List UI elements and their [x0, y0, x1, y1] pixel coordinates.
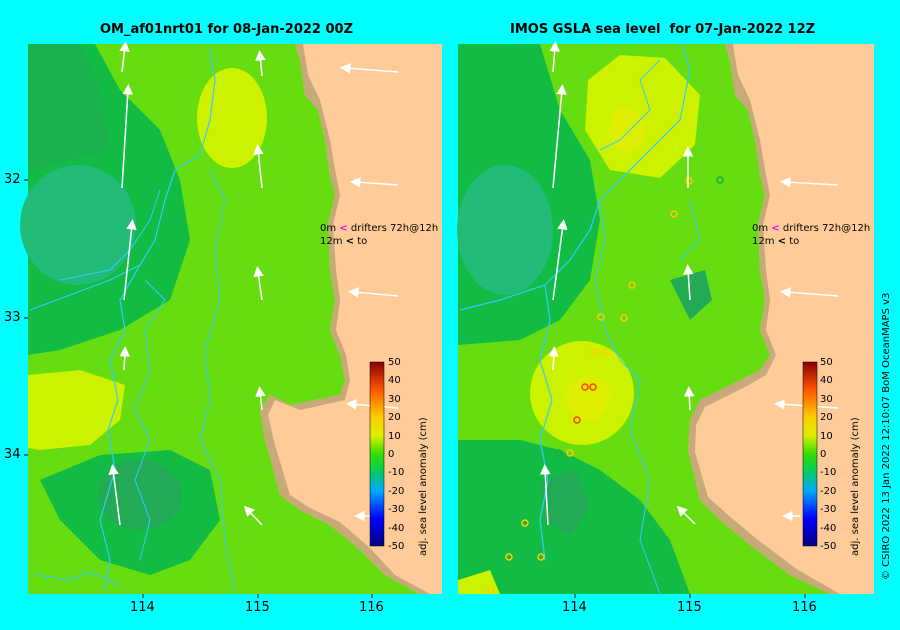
colorbar-tick-label: -50 [820, 541, 837, 552]
magenta-arrow-icon: < [339, 223, 348, 234]
colorbar-tick-label: -10 [820, 467, 837, 479]
x-tick-label: 115 [245, 600, 270, 615]
colorbar-tick-label: 10 [388, 430, 401, 442]
colorbar-tick-label: -20 [388, 485, 405, 497]
right-drifter-markers [487, 176, 724, 594]
left-colorbar-label: adj. sea level anomaly (cm) [418, 417, 429, 556]
colorbar-tick-label: 40 [388, 375, 401, 387]
colorbar-tick-label: 20 [820, 412, 833, 424]
x-tick-label: 116 [359, 600, 384, 615]
colorbar-tick-label: 20 [388, 412, 401, 424]
right-colorbar [802, 361, 818, 547]
colorbar-tick-label: 40 [820, 375, 833, 387]
x-tick-label: 115 [677, 600, 702, 615]
drifter-depth-label: 12m [320, 236, 343, 247]
black-arrow-icon: < [777, 236, 787, 247]
drifter-depth-label: 0m [320, 223, 337, 234]
drifter-legend-text: drifters 72h@12h [350, 223, 439, 234]
colorbar-tick-label: -40 [388, 522, 405, 534]
drifter-legend-text: to [789, 236, 800, 247]
colorbar-tick-label: 0 [820, 449, 827, 460]
magenta-arrow-icon: < [771, 223, 780, 234]
right-drifter-legend: 0m < drifters 72h@12h [752, 223, 870, 234]
colorbar-tick-label: -10 [388, 467, 405, 479]
x-tick-label: 116 [792, 600, 817, 615]
colorbar-tick-label: 30 [820, 393, 833, 405]
right-shelf [688, 44, 840, 594]
colorbar-tick-label: 30 [388, 393, 401, 405]
right-drift-arrows [540, 41, 839, 526]
left-colorbar [369, 361, 385, 547]
left-drifter-legend-2: 12m < to [320, 236, 367, 247]
left-drift-arrows [108, 41, 399, 526]
colorbar-tick-label: 0 [388, 449, 395, 460]
drifter-depth-label: 12m [752, 236, 775, 247]
colorbar-tick-label: -50 [388, 541, 405, 552]
x-tick-label: 114 [130, 600, 155, 615]
colorbar-tick-label: -40 [820, 522, 837, 534]
right-colorbar-label: adj. sea level anomaly (cm) [850, 417, 861, 556]
y-tick-label: 32 [4, 172, 21, 187]
left-map-title: OM_af01nrt01 for 08-Jan-2022 00Z [100, 22, 353, 37]
colorbar-tick-label: 50 [820, 357, 833, 368]
drifter-depth-label: 0m [752, 223, 769, 234]
right-drifter-legend-2: 12m < to [752, 236, 799, 247]
credit-line: © CSIRO 2022 13 Jan 2022 12:10:07 BoM Oc… [881, 292, 892, 580]
colorbar-tick-label: -30 [820, 504, 837, 516]
drifter-legend-text: to [357, 236, 368, 247]
y-tick-label: 34 [4, 447, 21, 462]
drifter-legend-text: drifters 72h@12h [782, 223, 871, 234]
left-drifter-legend: 0m < drifters 72h@12h [320, 223, 438, 234]
x-tick-label: 114 [562, 600, 587, 615]
colorbar-tick-label: -30 [388, 504, 405, 516]
colorbar-tick-label: 50 [388, 357, 401, 368]
right-map-title: IMOS GSLA sea level for 07-Jan-2022 12Z [510, 22, 816, 37]
black-arrow-icon: < [345, 236, 355, 247]
colorbar-tick-label: 10 [820, 430, 833, 442]
colorbar-tick-label: -20 [820, 485, 837, 497]
y-tick-label: 33 [4, 310, 21, 325]
